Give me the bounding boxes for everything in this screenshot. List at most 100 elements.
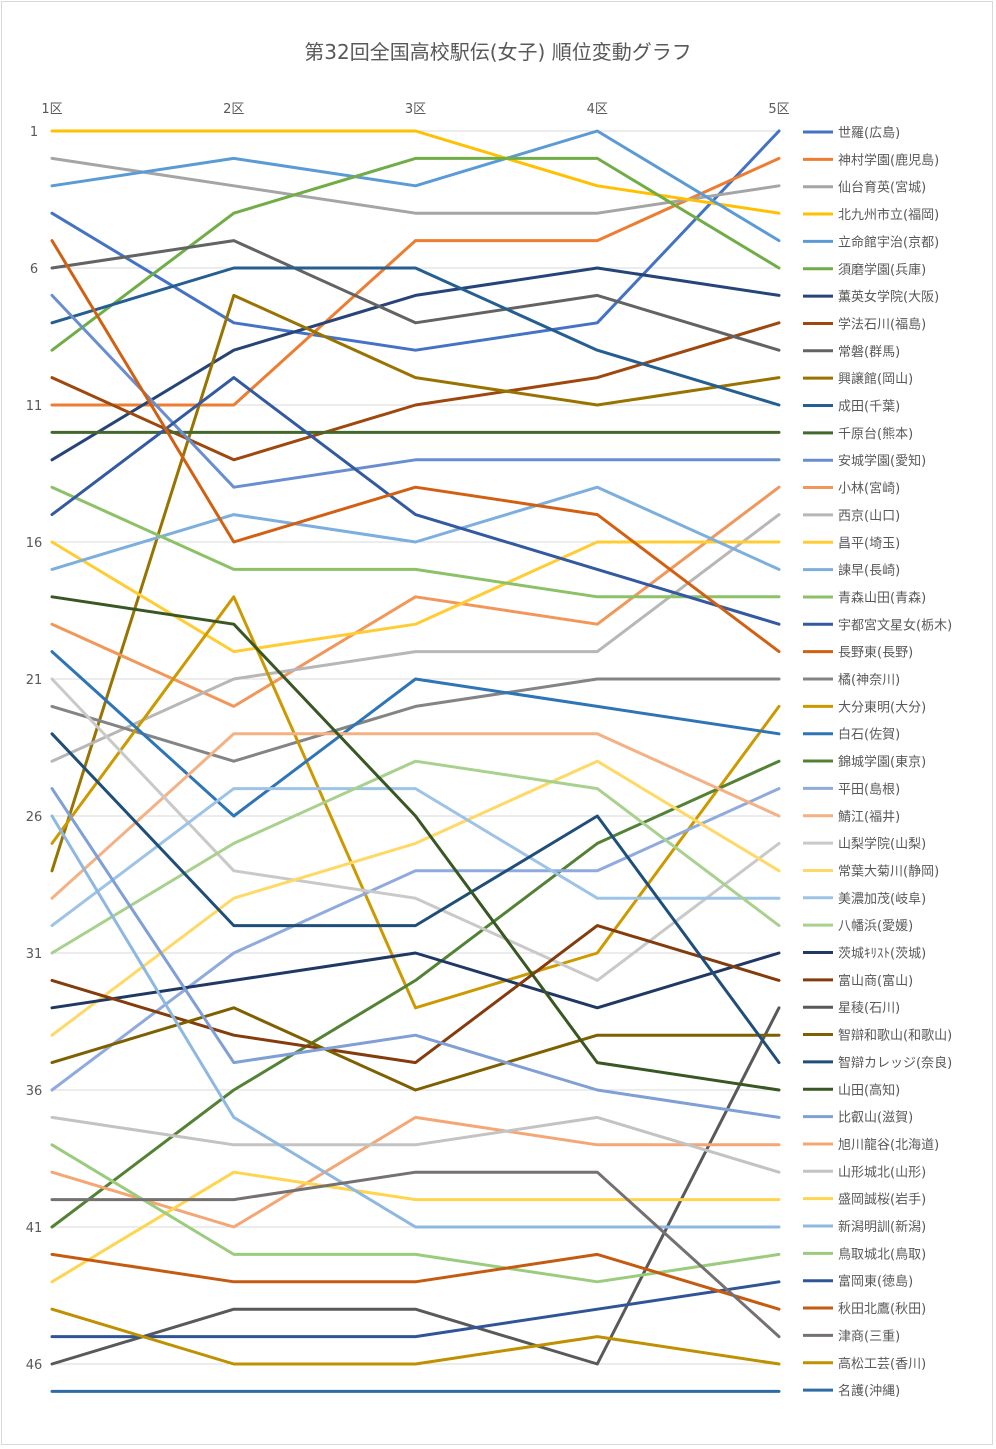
series-line (50, 814, 781, 1229)
legend-label: 青森山田(青森) (838, 591, 926, 606)
x-tick-label: 5区 (768, 102, 789, 117)
legend-label: 千原台(熊本) (838, 426, 913, 442)
series-line (50, 787, 781, 1092)
legend-label: 橘(神奈川) (838, 672, 900, 688)
legend-label: 八幡浜(愛媛) (838, 919, 913, 934)
legend-label: 立命館宇治(京都) (838, 234, 939, 250)
series-line (50, 156, 781, 352)
series-line (50, 650, 781, 818)
series-line (50, 293, 781, 873)
legend-label: 山形城北(山形) (838, 1165, 926, 1180)
legend-label: 仙台育英(宮城) (838, 180, 926, 196)
series-line (50, 732, 781, 900)
series-line (50, 129, 781, 243)
legend-label: 白石(佐賀) (838, 727, 900, 743)
series-line (50, 759, 781, 1037)
legend-label: 名護(沖縄) (838, 1383, 900, 1399)
legend-label: 山田(高知) (838, 1082, 900, 1098)
series-line (50, 266, 781, 407)
legend-label: 宇都宮文星女(栃木) (838, 617, 952, 633)
y-tick-label: 11 (26, 399, 43, 414)
series-line (50, 787, 781, 1119)
legend-label: 茨城ｷﾘｽﾄ(茨城) (838, 947, 926, 962)
y-tick-label: 31 (26, 947, 43, 962)
legend-label: 長野東(長野) (838, 645, 913, 661)
legend-label: 学法石川(福島) (838, 316, 926, 332)
y-tick-label: 6 (30, 262, 38, 277)
y-tick-label: 46 (26, 1358, 43, 1373)
series-line (50, 485, 781, 599)
y-tick-label: 1 (30, 125, 38, 140)
series-line (50, 485, 781, 571)
legend-label: 鳥取城北(鳥取) (838, 1247, 926, 1262)
series-line (50, 677, 781, 763)
legend-label: 大分東明(大分) (838, 699, 926, 715)
legend-label: 富岡東(徳島) (838, 1274, 913, 1290)
series-line (50, 1006, 781, 1092)
legend-label: 興譲館(岡山) (838, 371, 913, 387)
legend-label: 神村学園(鹿児島) (838, 152, 939, 168)
series-line (50, 951, 781, 1010)
chart-title: 第32回全国高校駅伝(女子) 順位変動グラフ (304, 40, 692, 64)
series-line (50, 595, 781, 1092)
legend-label: 星稜(石川) (838, 1001, 900, 1016)
series-line (50, 1115, 781, 1174)
series-line (50, 266, 781, 462)
series-line (50, 595, 781, 1010)
series-line (50, 732, 781, 1065)
x-tick-label: 3区 (405, 102, 426, 117)
legend-label: 津商(三重) (838, 1328, 900, 1344)
legend-label: 盛岡誠桜(岩手) (838, 1193, 926, 1208)
x-axis-ticks: 1区 2区 3区 4区 5区 (41, 102, 789, 117)
series-line (50, 1307, 781, 1366)
series-line (50, 239, 781, 654)
legend-label: 薫英女学院(大阪) (838, 289, 939, 305)
series-line (50, 677, 781, 982)
legend-label: 智辯カレッジ(奈良) (838, 1055, 952, 1071)
series-line (50, 376, 781, 626)
legend-label: 昌平(埼玉) (838, 536, 900, 551)
series-line (50, 513, 781, 763)
series-line (50, 1143, 781, 1284)
legend-label: 常葉大菊川(静岡) (838, 864, 939, 879)
y-tick-label: 41 (26, 1221, 43, 1236)
legend-label: 新潟明訓(新潟) (838, 1219, 926, 1235)
legend-label: 安城学園(愛知) (838, 453, 926, 469)
series-line (50, 1280, 781, 1339)
legend-label: 旭川龍谷(北海道) (838, 1137, 939, 1153)
series-line (50, 759, 781, 955)
legend-label: 秋田北鷹(秋田) (838, 1302, 926, 1317)
series-line (50, 321, 781, 462)
legend-label: 富山商(富山) (838, 973, 913, 989)
legend-label: 北九州市立(福岡) (838, 207, 939, 223)
y-tick-label: 21 (26, 673, 43, 688)
series-line (50, 1170, 781, 1284)
series-lines (50, 129, 781, 1393)
x-tick-label: 2区 (223, 102, 244, 117)
legend-label: 平田(島根) (838, 782, 900, 797)
legend-label: 鯖江(福井) (838, 810, 900, 825)
legend-label: 成田(千葉) (838, 400, 900, 415)
legend-label: 智辯和歌山(和歌山) (838, 1029, 952, 1044)
series-line (50, 1006, 781, 1366)
legend-label: 比叡山(滋賀) (838, 1111, 913, 1126)
legend-label: 須磨学園(兵庫) (838, 262, 926, 278)
legend-label: 西京(山口) (838, 509, 900, 524)
series-line (50, 156, 781, 215)
series-line (50, 1252, 781, 1311)
y-tick-label: 36 (26, 1084, 43, 1099)
x-tick-label: 4区 (587, 102, 608, 117)
series-line (50, 1170, 781, 1339)
legend-label: 諫早(長崎) (838, 563, 900, 579)
legend-label: 小林(宮崎) (838, 481, 900, 497)
legend-label: 常磐(群馬) (838, 345, 900, 360)
legend: 世羅(広島) 神村学園(鹿児島) 仙台育英(宮城) 北九州市立(福岡) 立命館宇治(京都… (803, 126, 952, 1399)
x-tick-label: 1区 (41, 102, 62, 117)
y-tick-label: 16 (26, 536, 43, 551)
legend-label: 錦城学園(東京) (838, 754, 926, 770)
legend-label: 山梨学院(山梨) (838, 836, 926, 852)
y-tick-label: 26 (26, 810, 43, 825)
